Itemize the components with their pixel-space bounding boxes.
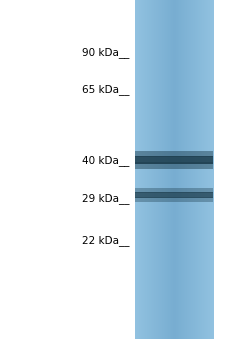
Bar: [135, 151, 213, 157]
Bar: [135, 188, 213, 193]
Text: 40 kDa__: 40 kDa__: [82, 156, 129, 166]
Bar: [135, 197, 213, 202]
Text: 22 kDa__: 22 kDa__: [82, 235, 129, 246]
Bar: [135, 192, 213, 198]
Bar: [135, 162, 213, 169]
Text: 65 kDa__: 65 kDa__: [82, 84, 129, 95]
Text: 90 kDa__: 90 kDa__: [82, 47, 129, 58]
Text: 29 kDa__: 29 kDa__: [82, 193, 129, 204]
Bar: [135, 156, 213, 164]
